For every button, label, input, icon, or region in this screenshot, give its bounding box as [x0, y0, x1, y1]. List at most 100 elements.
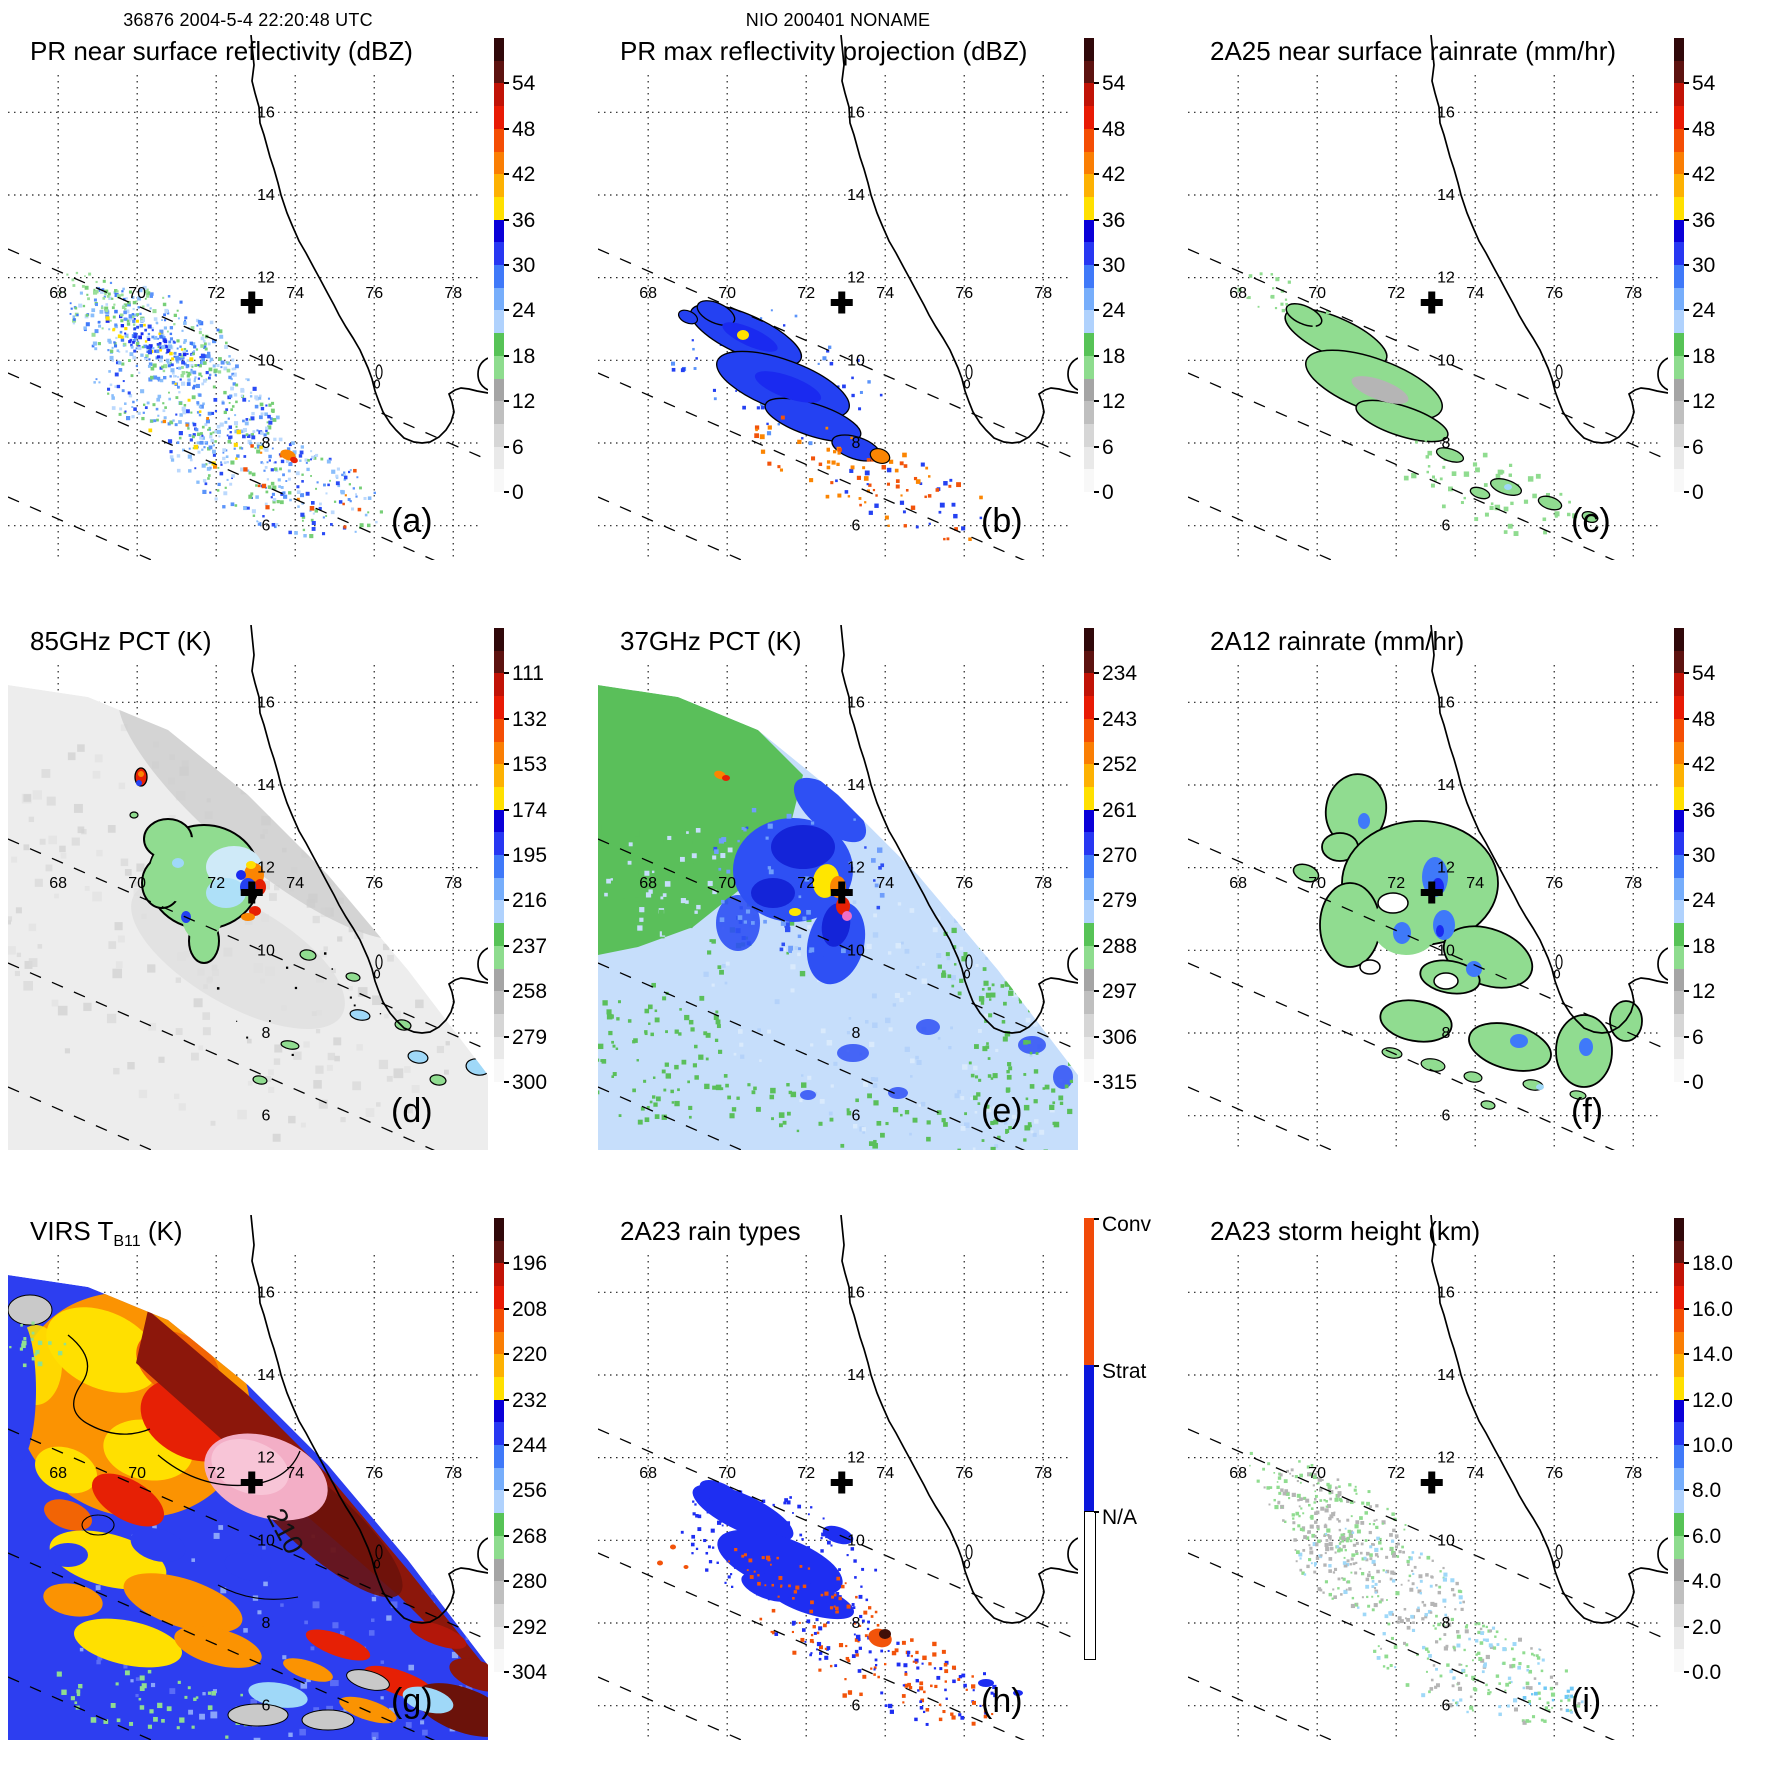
colorbar-segment: [1674, 1626, 1684, 1650]
panel-letter: (d): [391, 1092, 433, 1130]
svg-text:72: 72: [797, 1465, 815, 1482]
svg-text:12: 12: [1437, 270, 1455, 287]
panel-title: PR near surface reflectivity (dBZ): [30, 36, 413, 66]
colorbar-tick: [1684, 309, 1689, 312]
grid-tick-labels: 68 70 72 74 76 78 16 14 12 10 8 6: [639, 1284, 1052, 1714]
panel-title: PR max reflectivity projection (dBZ): [620, 36, 1028, 66]
latlon-grid: [8, 75, 480, 560]
colorbar-tick: [1684, 1262, 1689, 1265]
colorbar-segment: [1084, 151, 1094, 175]
storm-center-marker: [830, 1471, 853, 1494]
colorbar-segment: [494, 287, 504, 311]
colorbar-tick: [504, 1353, 509, 1356]
colorbar-segment: [494, 196, 504, 221]
colorbar-segment: [1674, 196, 1684, 221]
colorbar-tick-label: 18: [1692, 934, 1716, 958]
colorbar-segment: [494, 696, 504, 720]
colorbar-tick-label: 42: [1102, 163, 1126, 187]
colorbar-segment: [494, 809, 504, 833]
colorbar-tick: [1094, 1364, 1099, 1367]
colorbar-tick-label: 196: [512, 1252, 548, 1276]
svg-text:6: 6: [262, 1698, 271, 1715]
colorbar-tick-label: 36: [512, 208, 536, 232]
svg-text:12: 12: [257, 1450, 275, 1467]
colorbar-tick: [1684, 264, 1689, 266]
svg-text:74: 74: [876, 1465, 894, 1482]
colorbar-tick: [1684, 1398, 1689, 1401]
colorbar-tick: [1684, 990, 1689, 993]
colorbar-tick-label: 256: [512, 1479, 548, 1503]
colorbar-segment: [494, 355, 504, 379]
colorbar-tick-label: 244: [512, 1434, 548, 1457]
colorbar-tick-label: 18: [1692, 344, 1716, 368]
colorbar-segment: [1084, 1059, 1094, 1083]
colorbar-segment: [494, 1422, 504, 1446]
colorbar-segment: [494, 1513, 504, 1537]
colorbar-tick-label: 280: [512, 1570, 548, 1594]
colorbar-tick: [504, 445, 509, 448]
svg-text:76: 76: [365, 875, 383, 892]
map-container-g: 210 68 70 72 74 76 78 16 14 12 10 8 6 (g): [8, 1215, 488, 1740]
colorbar-tick-label: 220: [512, 1343, 548, 1367]
svg-text:76: 76: [365, 1465, 383, 1482]
svg-text:8: 8: [852, 1025, 861, 1042]
storm-center-marker: [240, 291, 263, 314]
colorbar-tick-label: 24: [1102, 299, 1126, 323]
svg-text:72: 72: [1387, 285, 1405, 302]
svg-text:6: 6: [1442, 518, 1451, 535]
colorbar-segment: [1674, 310, 1684, 334]
colorbar-tick-label: 6.0: [1692, 1524, 1722, 1548]
colorbar-tick: [1094, 173, 1099, 176]
colorbar-tick: [1684, 1353, 1689, 1356]
colorbar-segment: [494, 1263, 504, 1287]
svg-text:76: 76: [1545, 875, 1563, 892]
colorbar-segment: [1674, 1467, 1684, 1491]
colorbar-segment: [1084, 242, 1094, 266]
svg-text:14: 14: [257, 187, 275, 204]
storm-center-marker: [1420, 291, 1443, 314]
svg-text:10: 10: [257, 1532, 275, 1549]
svg-text:78: 78: [444, 285, 462, 302]
colorbar-tick-label: 232: [512, 1388, 548, 1412]
colorbar-tick: [504, 309, 509, 312]
colorbar-segment: [1084, 968, 1094, 992]
colorbar-segment: [494, 741, 504, 765]
colorbar-tick: [1094, 82, 1099, 85]
colorbar-segment: [494, 38, 504, 62]
coastline: [840, 625, 1078, 1034]
colorbar-segment: [494, 945, 504, 969]
colorbar-segment: [494, 401, 504, 425]
colorbar-segment: [1674, 151, 1684, 175]
svg-text:8: 8: [852, 435, 861, 452]
data-field: [670, 300, 983, 541]
colorbar-tick: [1684, 899, 1689, 902]
svg-text:70: 70: [128, 285, 146, 302]
colorbar-segment: [494, 1649, 504, 1673]
colorbar-segment: [494, 832, 504, 856]
colorbar-tick: [1094, 1035, 1099, 1038]
grid-tick-labels: 68 70 72 74 76 78 16 14 12 10 8 6: [1229, 1284, 1642, 1714]
colorbar-segment: [1674, 1286, 1684, 1310]
svg-text:78: 78: [1034, 1465, 1052, 1482]
colorbar-tick: [1094, 1218, 1099, 1220]
latlon-grid: [1188, 1255, 1660, 1740]
colorbar-tick-label: 304: [512, 1661, 548, 1684]
svg-text:74: 74: [286, 875, 304, 892]
colorbar-tick-label: 153: [512, 753, 548, 777]
colorbar-segment: [494, 1626, 504, 1650]
svg-text:12: 12: [847, 270, 865, 287]
colorbar-tick: [1684, 1580, 1689, 1583]
colorbar-segment: [494, 1581, 504, 1605]
colorbar-tick: [1684, 400, 1689, 403]
colorbar-tick-label: 252: [1102, 753, 1138, 777]
colorbar-tick: [1684, 808, 1689, 811]
colorbar-tick-label: 258: [512, 980, 548, 1004]
map-container-i: 68 70 72 74 76 78 16 14 12 10 8 6 (i): [1188, 1215, 1668, 1740]
colorbar-segment: [1674, 877, 1684, 901]
map-i: 68 70 72 74 76 78 16 14 12 10 8 6 (i): [1188, 1215, 1668, 1740]
colorbar-segment: [1084, 628, 1094, 652]
svg-text:16: 16: [847, 104, 865, 121]
colorbar-tick: [504, 1444, 509, 1446]
svg-text:8: 8: [262, 1025, 271, 1042]
svg-text:16: 16: [257, 694, 275, 711]
